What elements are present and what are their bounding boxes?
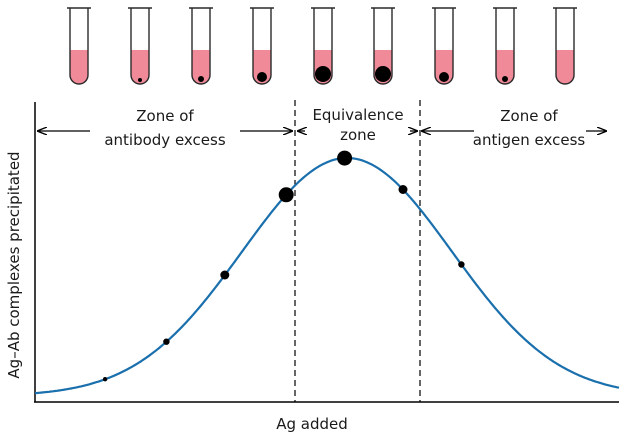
curve-marker — [278, 187, 294, 203]
precipitation-curve — [34, 156, 620, 395]
curve-marker — [163, 338, 170, 345]
tube-liquid — [192, 50, 210, 84]
tube-outline — [191, 8, 211, 85]
test-tube — [189, 7, 213, 85]
precipitate-dot — [138, 78, 142, 82]
tube-liquid — [70, 50, 88, 84]
tube-outline — [313, 8, 333, 85]
curve-marker — [398, 185, 408, 194]
precipitate-dot — [198, 76, 204, 82]
x-axis-label: Ag added — [276, 415, 348, 433]
curve-markers — [102, 150, 465, 382]
test-tube — [128, 7, 152, 85]
zone-equivalence-line1: Equivalence — [312, 106, 403, 124]
y-axis-label: Ag–Ab complexes precipitated — [5, 151, 23, 378]
tube-outline — [130, 8, 150, 85]
tube-liquid — [556, 50, 574, 84]
precipitate-dot — [502, 76, 508, 82]
curve-marker — [458, 261, 465, 268]
test-tube — [311, 7, 335, 85]
curve-marker — [337, 150, 353, 166]
test-tube — [67, 7, 91, 85]
test-tube — [432, 7, 456, 85]
precipitate-dot — [439, 72, 449, 82]
tube-outline — [69, 8, 89, 85]
zone-antigen-excess-line1: Zone of — [500, 107, 558, 125]
zone-equivalence-line2: zone — [340, 126, 376, 144]
test-tubes-row — [67, 7, 577, 85]
precipitate-dot — [375, 66, 391, 82]
precipitate-dot — [315, 66, 331, 82]
test-tube — [250, 7, 274, 85]
test-tube — [553, 7, 577, 85]
tube-outline — [434, 8, 454, 85]
zone-antibody-excess-line2: antibody excess — [104, 131, 225, 149]
tube-outline — [373, 8, 393, 85]
tube-liquid — [131, 50, 149, 84]
tube-liquid — [496, 50, 514, 84]
test-tube — [371, 7, 395, 85]
zone-antibody-excess-line1: Zone of — [136, 107, 194, 125]
tube-outline — [495, 8, 515, 85]
precipitate-dot — [257, 72, 267, 82]
tube-outline — [252, 8, 272, 85]
curve-marker — [102, 377, 108, 382]
curve-marker — [220, 270, 230, 280]
tube-outline — [555, 8, 575, 85]
test-tube — [493, 7, 517, 85]
zone-antigen-excess-line2: antigen excess — [473, 131, 586, 149]
